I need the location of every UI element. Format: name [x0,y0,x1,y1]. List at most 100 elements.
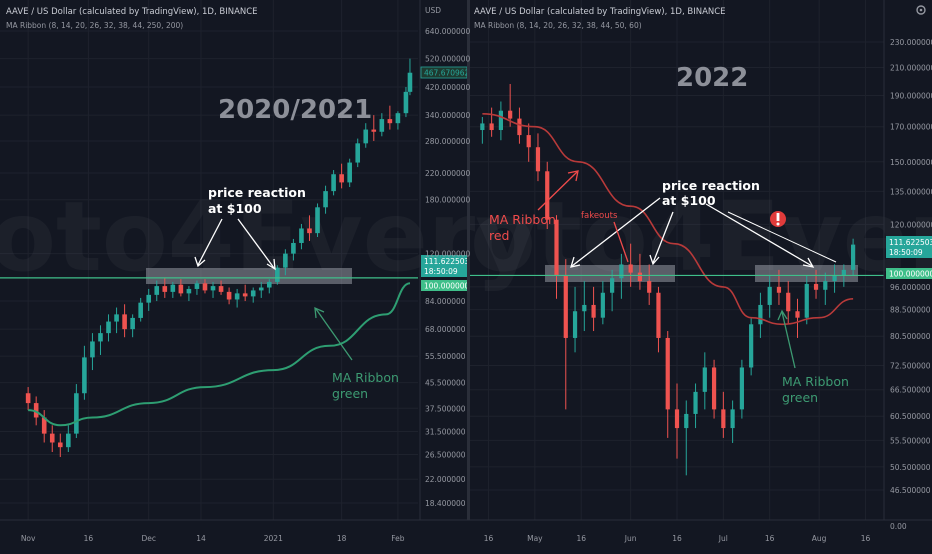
right-candle-body [767,286,772,305]
exclamation-circle-icon [770,211,786,227]
right-badges: 111.622503 18:50:09 100.000000 [886,236,932,279]
left-price-tick-label: 84.000000 [425,297,466,306]
right-candle-body [749,324,754,368]
left-price-tick-label: 18.400000 [425,499,466,508]
right-price-ticks: 230.000000 210.000000 190.000000 170.000000… [890,38,932,531]
left-candle-body [307,228,312,234]
right-green-arrow-head [777,309,788,321]
left-candle-body [194,283,200,289]
right-candle-body [730,409,735,429]
right-candles [480,83,856,476]
right-candle-body [711,367,717,410]
right-last-price-badge: 111.622503 [889,238,932,247]
right-price-tick-label: 72.500000 [890,362,931,371]
left-ma-label-line2: green [332,386,368,401]
left-pane[interactable]: AAVE / US Dollar (calculated by TradingV… [0,7,418,458]
left-candle-body [355,143,361,163]
right-candle-body [776,286,782,293]
left-candle-body [226,291,232,300]
right-candle-body [498,110,503,131]
left-candle-body [234,293,240,300]
right-price-tick-label: 80.500000 [890,332,931,341]
right-arrows [570,197,837,268]
right-arrow-3-head [802,257,815,268]
right-time-tick-label: 16 [672,534,682,543]
left-top-price-badge: 467.670962 [424,69,470,78]
left-time-tick-label: 16 [84,534,94,543]
settings-gear-icon[interactable] [916,5,926,15]
right-time-axis[interactable]: 16 May 16 Jun 16 Jul 16 Aug 16 [484,534,871,543]
right-price-tick-label: 135.000000 [890,187,932,196]
left-candle-body [283,253,288,268]
left-countdown-badge: 18:50:09 [424,267,458,276]
right-time-tick-label: Jun [624,534,637,543]
right-red-arrow-head [567,170,579,182]
right-candle-body [693,391,698,414]
right-price-tick-label: 190.000000 [890,92,932,101]
left-candle-body [138,302,143,318]
left-arrow-2-head [266,258,276,271]
left-level-badge-bg [421,280,467,291]
left-time-axis[interactable]: Nov 16 Dec 14 2021 18 Feb [21,534,405,543]
right-price-tick-label: 60.500000 [890,412,931,421]
right-level-badge: 100.000000 [889,270,932,279]
left-arrow-2 [237,218,275,269]
left-candle-body [202,283,208,291]
left-candle-body [146,294,152,303]
left-candle-body [106,321,111,334]
left-ma-arrow-head [314,306,325,319]
right-time-tick-label: 16 [576,534,586,543]
left-price-reaction-line1: price reaction [208,185,306,200]
right-price-tick-label: 170.000000 [890,123,932,132]
left-candle-body [186,288,192,294]
right-candle-body [721,409,726,429]
pane-divider[interactable] [467,0,470,550]
left-axis-currency: USD [425,6,441,15]
right-candle-body [508,110,513,119]
left-candle-body [242,293,248,297]
left-candle-body [66,433,71,448]
left-price-axis[interactable]: USD [419,0,441,520]
alert-icon-bar [776,213,780,221]
left-candle-body [49,433,55,443]
left-price-tick-label: 640.000000 [425,27,471,36]
left-pane-title: AAVE / US Dollar (calculated by TradingV… [6,7,258,17]
right-candle-body [619,264,624,279]
left-candle-body [41,417,47,434]
left-price-tick-label: 22.000000 [425,475,466,484]
left-candle-body [210,286,216,291]
left-price-tick-label: 420.000000 [425,83,471,92]
left-candle-body [275,267,280,282]
left-ma-arrow [315,308,353,361]
left-price-tick-label: 180.000000 [425,196,471,205]
right-candle-body [647,281,652,293]
right-price-tick-label: 96.000000 [890,283,931,292]
gear-icon-hub [919,8,923,12]
right-price-tick-label: 88.500000 [890,306,931,315]
right-candle-body [684,413,689,429]
right-candle-body [526,135,531,148]
left-candle-body [403,91,409,114]
left-candle-body [371,129,377,132]
right-support-zone-2 [755,265,858,282]
right-candle-body [572,311,578,338]
right-candle-body [610,278,615,293]
left-price-tick-label: 37.500000 [425,404,466,413]
right-ma-green-line1: MA Ribbon [782,374,849,389]
left-arrow-1 [197,218,223,266]
right-candle-body [804,283,809,318]
left-candle-body [387,119,393,124]
right-candle-body [674,409,680,429]
right-pane-title: AAVE / US Dollar (calculated by TradingV… [474,7,726,17]
right-pane[interactable]: AAVE / US Dollar (calculated by TradingV… [470,7,884,476]
left-candle-body [74,393,79,434]
left-time-tick-label: 14 [196,534,206,543]
left-candle-body [315,207,320,234]
alert-icon-dot [776,222,780,226]
right-candle-body [480,123,485,131]
right-candle-body [563,275,568,338]
right-level-badge-bg [886,268,932,279]
right-price-tick-label: 46.500000 [890,486,931,495]
time-axis-strip[interactable] [0,520,932,550]
